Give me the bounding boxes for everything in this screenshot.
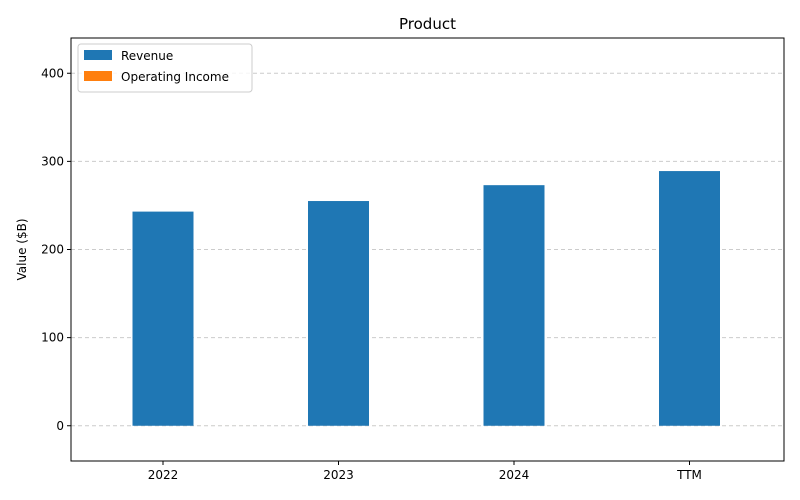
legend: Revenue Operating Income [77, 43, 253, 93]
bar-revenue [483, 185, 545, 426]
y-tick-label: 100 [41, 331, 64, 345]
legend-label: Operating Income [121, 70, 229, 84]
x-axis-ticks: 2022 2023 2024 TTM [148, 461, 702, 482]
y-tick-label: 0 [56, 419, 64, 433]
bar-revenue [659, 171, 720, 426]
x-tick-label: 2023 [323, 468, 354, 482]
legend-swatch [84, 50, 112, 60]
y-axis-ticks: 0 100 200 300 400 [41, 66, 71, 433]
chart-title: Product [399, 15, 456, 33]
x-tick-label: 2024 [499, 468, 530, 482]
legend-label: Revenue [121, 49, 173, 63]
y-axis-label: Value ($B) [15, 219, 29, 281]
bar-revenue [308, 201, 369, 426]
y-tick-label: 300 [41, 154, 64, 168]
bars [132, 171, 781, 426]
y-tick-label: 400 [41, 66, 64, 80]
bar-revenue [132, 211, 194, 426]
legend-swatch [84, 71, 112, 81]
x-tick-label: TTM [676, 468, 702, 482]
y-tick-label: 200 [41, 243, 64, 257]
legend-frame [77, 43, 253, 93]
x-tick-label: 2022 [148, 468, 179, 482]
